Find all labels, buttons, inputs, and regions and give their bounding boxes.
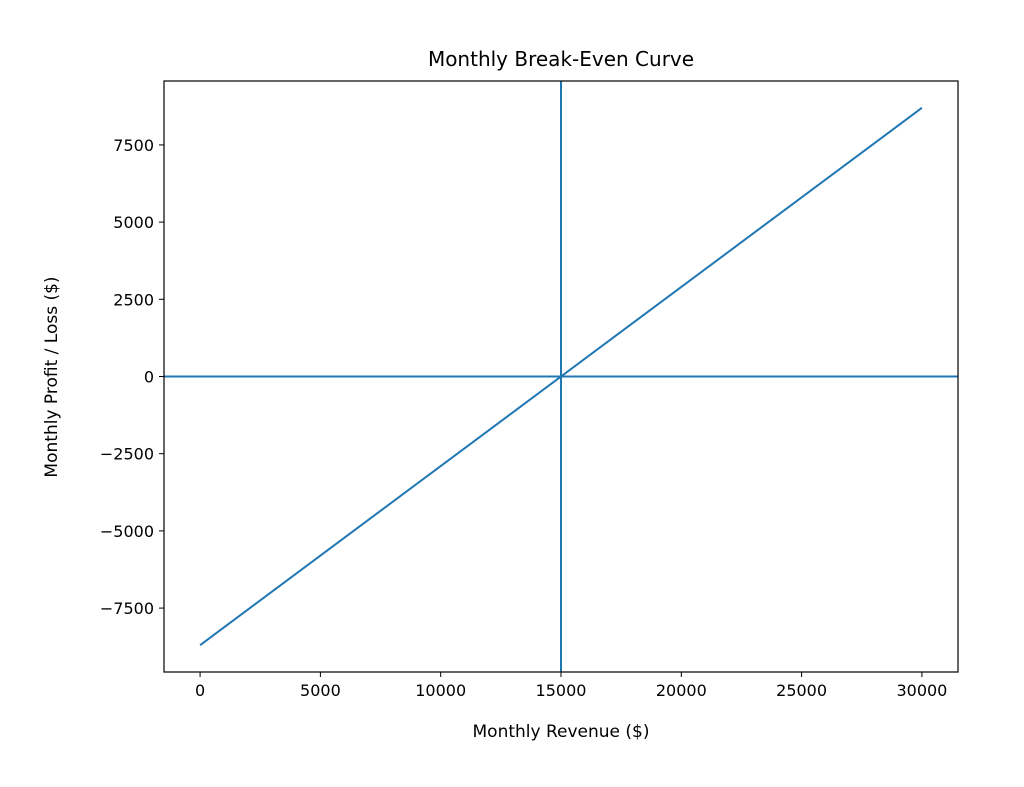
x-tick-label: 20000 bbox=[656, 681, 707, 700]
x-tick-label: 5000 bbox=[300, 681, 341, 700]
y-tick-label: −2500 bbox=[100, 445, 154, 464]
chart-title: Monthly Break-Even Curve bbox=[428, 47, 694, 71]
y-tick-label: 5000 bbox=[113, 213, 154, 232]
profit-loss-line bbox=[199, 107, 923, 646]
y-tick-label: 7500 bbox=[113, 136, 154, 155]
y-tick-label: 2500 bbox=[113, 290, 154, 309]
y-axis-label: Monthly Profit / Loss ($) bbox=[42, 276, 62, 477]
plot-area-frame bbox=[163, 80, 959, 673]
x-tick-label: 25000 bbox=[776, 681, 827, 700]
x-tick-label: 15000 bbox=[536, 681, 587, 700]
y-tick-label: −7500 bbox=[100, 599, 154, 618]
x-axis-label: Monthly Revenue ($) bbox=[473, 722, 650, 742]
x-tick-label: 0 bbox=[195, 681, 205, 700]
x-tick-label: 10000 bbox=[415, 681, 466, 700]
y-tick-label: −5000 bbox=[100, 522, 154, 541]
x-tick-label: 30000 bbox=[896, 681, 947, 700]
y-tick-label: 0 bbox=[144, 368, 154, 387]
